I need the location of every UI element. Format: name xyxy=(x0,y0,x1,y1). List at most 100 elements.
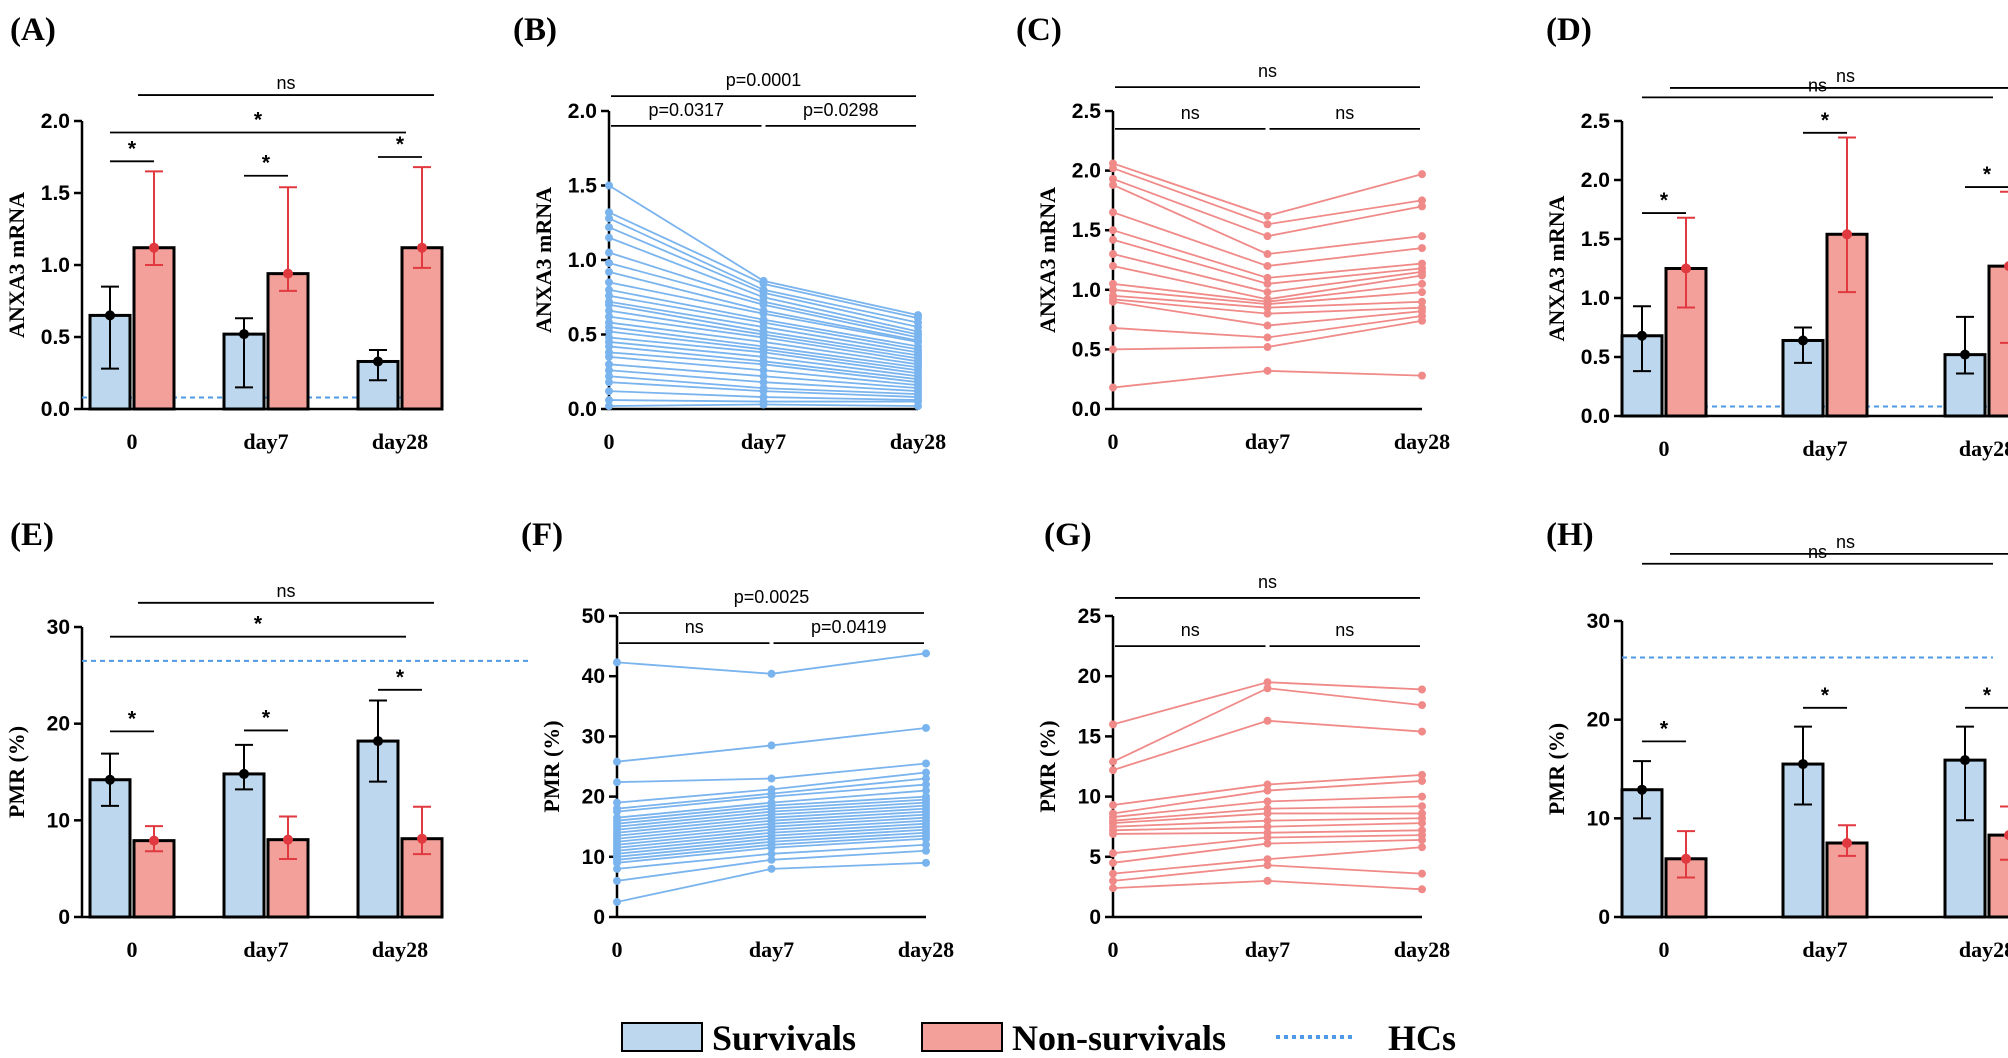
subject-point xyxy=(1418,297,1426,306)
subject-point xyxy=(1418,792,1426,801)
subject-point xyxy=(1109,829,1117,838)
subject-point xyxy=(1109,849,1117,858)
mean-dot xyxy=(1637,330,1647,341)
panels: (A) 0.0 0.5 1.0 1.5 2.0 ANXA3 mRNA 0 day7 day28 * *… xyxy=(4,12,2008,962)
nonsurvival-bar xyxy=(1987,264,2008,418)
significance-label: ns xyxy=(1258,61,1277,81)
subject-point xyxy=(1418,288,1426,297)
significance-label: * xyxy=(1983,684,1992,707)
mean-dot xyxy=(417,242,427,253)
panel-f: (F) 0 10 20 30 40 50 PMR (%) 0 day7 day28 ns p=0.041… xyxy=(521,517,954,962)
subject-point xyxy=(1263,684,1272,693)
subject-point xyxy=(1418,701,1426,710)
significance-label: ns xyxy=(1808,542,1827,562)
subject-point xyxy=(1109,235,1117,244)
subject-point xyxy=(605,248,613,257)
panel-label-c: (C) xyxy=(1016,12,1062,48)
subject-point xyxy=(1418,170,1426,179)
mean-dot xyxy=(149,242,159,253)
subject-point xyxy=(605,372,613,381)
panel-label-h: (H) xyxy=(1546,517,1594,553)
y-tick-label: 0.5 xyxy=(41,326,71,349)
subject-point xyxy=(1263,232,1272,241)
subject-point xyxy=(759,387,768,396)
subject-point xyxy=(767,669,776,678)
subject-point xyxy=(1263,716,1272,725)
subject-point xyxy=(1418,727,1426,736)
y-tick-label: 0 xyxy=(58,906,70,929)
subject-point xyxy=(1109,164,1117,173)
subject-point xyxy=(605,387,613,396)
significance-label: p=0.0298 xyxy=(803,100,879,120)
subject-point xyxy=(1109,279,1117,288)
subject-point xyxy=(922,780,930,789)
y-tick-label: 50 xyxy=(582,605,605,628)
x-tick-label: day28 xyxy=(1959,436,2008,461)
mean-dot xyxy=(105,774,115,785)
subject-point xyxy=(1263,366,1272,375)
y-tick-label: 1.0 xyxy=(568,249,597,272)
y-tick-label: 20 xyxy=(47,713,70,736)
panel-label-a: (A) xyxy=(10,12,56,48)
subject-point xyxy=(922,786,930,795)
y-tick-label: 0 xyxy=(1598,906,1610,929)
significance-label: * xyxy=(1660,189,1669,212)
y-tick-label: 0.0 xyxy=(1581,405,1610,428)
legend-survivals-swatch xyxy=(621,1022,703,1052)
subject-point xyxy=(1109,174,1117,183)
subject-point xyxy=(1109,383,1117,392)
significance-label: * xyxy=(396,133,405,156)
panel-d: (D) 0.0 0.5 1.0 1.5 2.0 2.5 ANXA3 mRNA 0 day7 day2… xyxy=(1544,12,2008,461)
y-tick-label: 2.0 xyxy=(568,100,597,123)
y-tick-label: 1.5 xyxy=(568,175,598,198)
mean-dot xyxy=(1637,784,1647,795)
subject-point xyxy=(1109,297,1117,306)
subject-point xyxy=(1263,261,1272,270)
significance-label: ns xyxy=(1808,75,1827,95)
mean-dot xyxy=(1842,838,1852,848)
x-tick-label: day7 xyxy=(243,429,288,454)
y-axis-label: PMR (%) xyxy=(1035,720,1060,812)
subject-point xyxy=(613,876,621,885)
y-axis-label: PMR (%) xyxy=(4,726,29,818)
subject-point xyxy=(605,366,613,375)
subject-point xyxy=(1109,250,1117,259)
subject-point xyxy=(605,396,613,405)
panel-e: (E) 0 10 20 30 PMR (%) 0 day7 day28 * * * * ns xyxy=(4,517,528,962)
subject-point xyxy=(613,757,621,766)
legend: Survivals Non-survivals HCs xyxy=(621,1018,1456,1058)
x-tick-label: 0 xyxy=(604,429,615,454)
subject-point xyxy=(1109,869,1117,878)
legend-survivals-label: Survivals xyxy=(712,1018,856,1058)
y-tick-label: 20 xyxy=(1078,665,1101,688)
y-tick-label: 2.0 xyxy=(1581,169,1610,192)
y-axis-label: ANXA3 mRNA xyxy=(1035,187,1060,333)
subject-point xyxy=(1263,288,1272,297)
subject-point xyxy=(613,658,621,667)
subject-point xyxy=(1263,833,1272,842)
significance-label: * xyxy=(396,666,405,689)
subject-point xyxy=(605,214,613,223)
subject-point xyxy=(1109,757,1117,766)
subject-point xyxy=(759,360,768,369)
y-tick-label: 2.5 xyxy=(1072,100,1102,123)
mean-dot xyxy=(1960,349,1970,360)
y-tick-label: 20 xyxy=(1587,709,1610,732)
subject-point xyxy=(605,208,613,217)
y-tick-label: 2.5 xyxy=(1581,110,1611,133)
subject-point xyxy=(1263,809,1272,818)
y-tick-label: 20 xyxy=(582,786,605,809)
y-tick-label: 10 xyxy=(582,846,605,869)
mean-dot xyxy=(1681,263,1691,274)
subject-point xyxy=(1418,685,1426,694)
subject-point xyxy=(1109,180,1117,189)
x-tick-label: day28 xyxy=(898,937,954,962)
mean-dot xyxy=(1960,755,1970,766)
subject-point xyxy=(767,855,776,864)
y-axis-label: PMR (%) xyxy=(1544,723,1569,815)
subject-point xyxy=(605,267,613,276)
subject-point xyxy=(922,834,930,843)
panel-label-b: (B) xyxy=(513,12,557,48)
subject-point xyxy=(759,309,768,318)
subject-point xyxy=(613,858,621,867)
